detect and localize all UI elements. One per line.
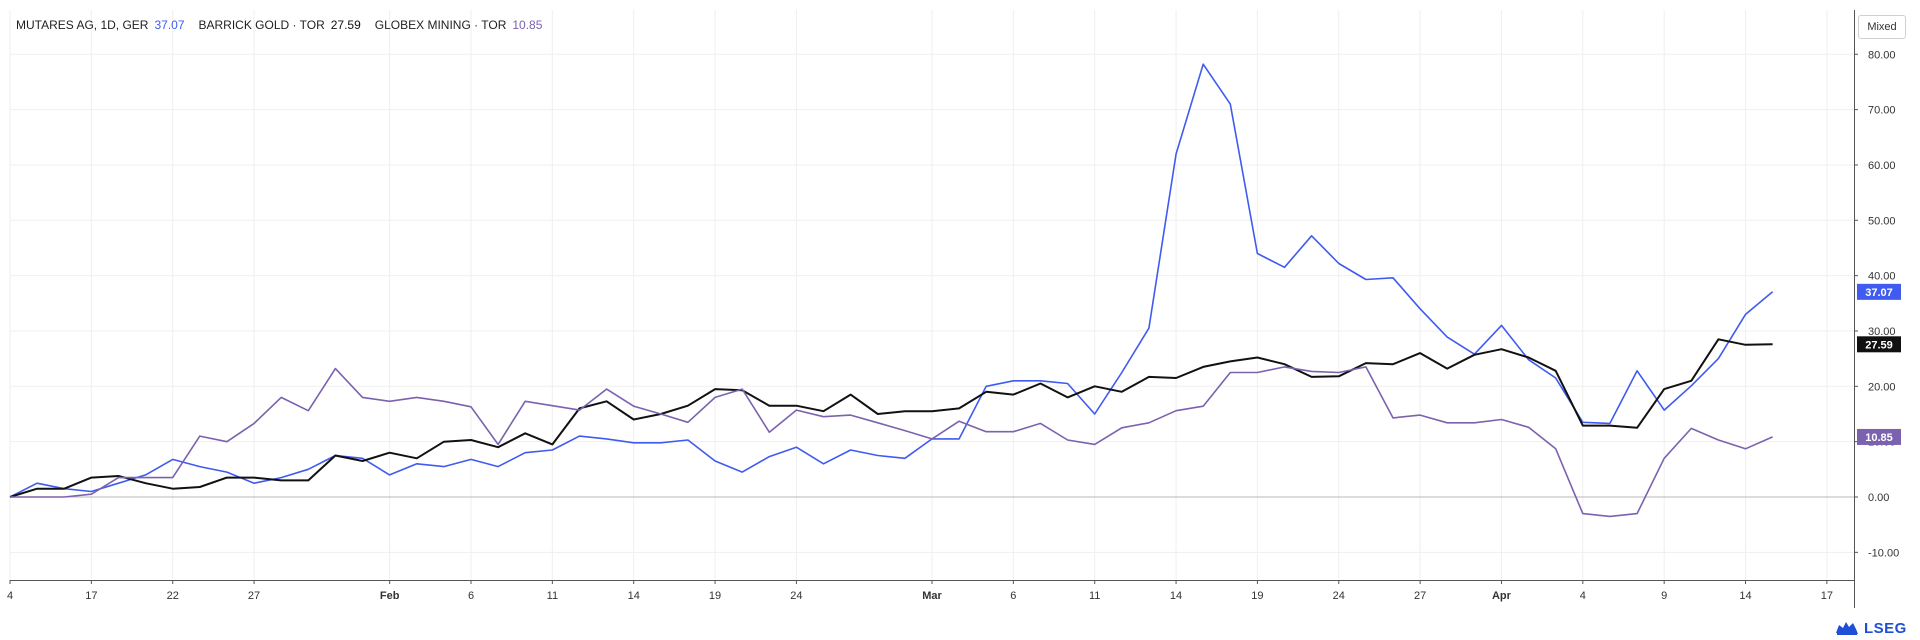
legend-item-globex: GLOBEX MINING · TOR 10.85: [375, 18, 543, 32]
legend-label: BARRICK GOLD · TOR: [198, 18, 325, 32]
x-tick-label: 27: [248, 590, 260, 602]
x-tick-label: 17: [1821, 590, 1833, 602]
y-tick-label: 40.00: [1868, 271, 1896, 283]
y-tick-label: 30.00: [1868, 326, 1896, 338]
x-tick-label: 6: [1010, 590, 1016, 602]
last-value-text: 37.07: [1865, 287, 1893, 299]
x-tick-label: 14: [1739, 590, 1751, 602]
series-line-globex-mining: [10, 366, 1773, 518]
last-value-text: 27.59: [1865, 339, 1893, 351]
x-tick-label: Mar: [922, 590, 942, 602]
series-lines: [9, 63, 1774, 518]
legend-item-barrick: BARRICK GOLD · TOR 27.59: [199, 18, 361, 32]
x-tick-label: 27: [1414, 590, 1426, 602]
last-value-text: 10.85: [1865, 432, 1893, 444]
x-tick-label: 19: [1251, 590, 1263, 602]
x-tick-label: 14: [1170, 590, 1182, 602]
x-tick-label: 9: [1661, 590, 1667, 602]
lseg-logo: LSEG: [1834, 618, 1907, 638]
y-tick-label: 0.00: [1868, 492, 1889, 504]
legend-item-mutares: MUTARES AG, 1D, GER 37.07: [16, 18, 185, 32]
x-tick-label: 22: [167, 590, 179, 602]
legend-label: GLOBEX MINING · TOR: [374, 18, 507, 32]
x-tick-label: 4: [1580, 590, 1586, 602]
legend-label: MUTARES AG, 1D, GER: [16, 18, 149, 32]
x-axis-ticks: 4 17 22 27 Feb 6 11 14 19 24 Mar 6 11 14 19 24 27 Apr 4 9 14…: [7, 580, 1833, 602]
x-tick-label: 6: [468, 590, 474, 602]
y-tick-label: -10.00: [1868, 547, 1899, 559]
last-value-labels: 37.07 27.59 10.85: [1857, 283, 1901, 445]
last-value-bg: [1857, 336, 1901, 353]
legend-value: 37.07: [154, 18, 185, 32]
x-tick-label: 24: [1333, 590, 1345, 602]
series-line-mutares-ag: [9, 63, 1774, 498]
y-tick-label: 60.00: [1868, 160, 1896, 172]
last-value-tag: 27.59: [1857, 336, 1901, 353]
x-tick-label: 17: [85, 590, 97, 602]
legend-value: 27.59: [330, 18, 361, 32]
last-value-bg: [1857, 283, 1901, 300]
last-value-bg: [1857, 428, 1901, 445]
vertical-gridlines: [9, 10, 1828, 580]
last-value-tag: 37.07: [1857, 283, 1901, 300]
y-tick-label: 50.00: [1868, 215, 1896, 227]
series-line-barrick-gold: [9, 338, 1773, 498]
x-tick-label: 24: [790, 590, 802, 602]
lion-icon: [1836, 622, 1858, 635]
logo-text: LSEG: [1864, 619, 1907, 637]
y-tick-label: 70.00: [1868, 105, 1896, 117]
x-tick-label: 11: [547, 590, 558, 602]
y-tick-label: 20.00: [1868, 381, 1896, 393]
x-tick-label: Apr: [1492, 590, 1512, 602]
last-value-tag: 10.85: [1857, 428, 1901, 445]
scale-mode-button[interactable]: Mixed: [1858, 15, 1906, 39]
y-tick-label: 80.00: [1868, 49, 1896, 61]
y-axis-ticks: -10.000.0010.0020.0030.0040.0050.0060.00…: [1854, 49, 1899, 559]
x-tick-label: Feb: [380, 590, 400, 602]
x-tick-label: 14: [628, 590, 640, 602]
x-tick-label: 11: [1089, 590, 1100, 602]
chart-legend: MUTARES AG, 1D, GER 37.07 BARRICK GOLD · …: [16, 18, 542, 32]
x-tick-label: 19: [709, 590, 721, 602]
legend-value: 10.85: [512, 18, 543, 32]
x-tick-label: 4: [7, 590, 13, 602]
